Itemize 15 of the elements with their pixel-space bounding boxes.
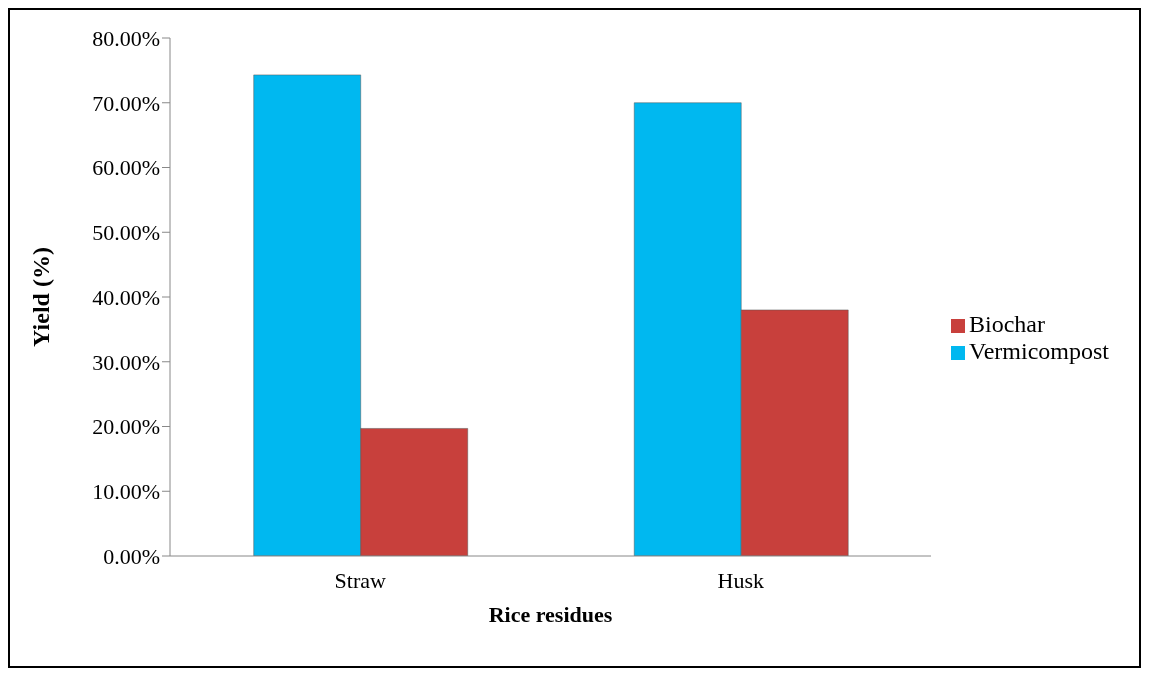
legend-label: Biochar xyxy=(969,311,1045,337)
y-tick-label: 10.00% xyxy=(92,479,160,505)
y-tick-label: 50.00% xyxy=(92,220,160,246)
y-tick-label: 70.00% xyxy=(92,90,160,116)
x-axis-title: Rice residues xyxy=(488,602,613,627)
y-tick-label: 80.00% xyxy=(92,25,160,51)
y-axis-title: Yield (%) xyxy=(27,247,54,347)
x-tick-label: Straw xyxy=(334,567,387,593)
y-tick-label: 30.00% xyxy=(92,349,160,375)
y-tick-label: 40.00% xyxy=(92,284,160,310)
x-tick-label: Husk xyxy=(717,567,764,593)
y-tick-label: 20.00% xyxy=(92,414,160,440)
y-tick-label: 0.00% xyxy=(103,543,160,569)
y-tick-label: 60.00% xyxy=(92,155,160,181)
legend-label: Vermicompost xyxy=(969,338,1109,364)
